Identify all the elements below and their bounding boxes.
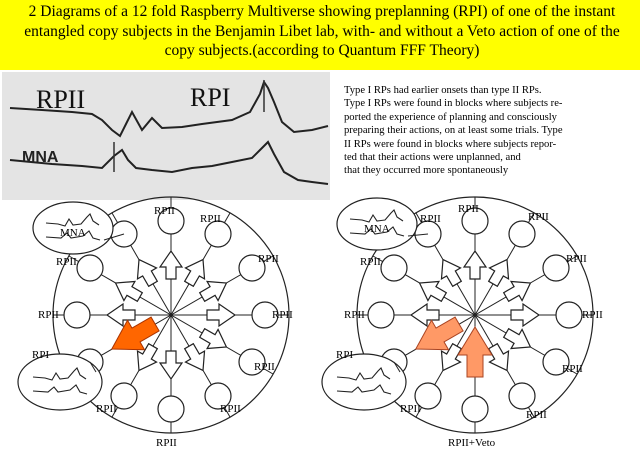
inset-bottom-left xyxy=(17,353,103,411)
label-rpii-2oclock: RPII xyxy=(258,253,279,265)
inset-mna-label: MNA xyxy=(60,227,86,239)
label-rpii-top: RPII xyxy=(154,205,175,217)
label-rpii-veto: RPII+Veto xyxy=(448,437,496,449)
active-arrow-rpi xyxy=(414,316,464,351)
label-rpii-5oclock: RPII xyxy=(526,409,547,421)
spokes xyxy=(53,197,289,433)
hollow-arrows xyxy=(409,249,541,372)
label-rpi: RPI xyxy=(32,349,49,361)
diagram-right: MNA RPII RPII RPII RPII RPII RPII RPII R… xyxy=(321,196,603,449)
label-rpii-4oclock: RPII xyxy=(254,361,275,373)
label-rpii-7oclock: RPII xyxy=(96,403,117,415)
veto-arrow xyxy=(457,326,493,378)
desc-line: Type I RPs had earlier onsets than type … xyxy=(344,85,542,96)
label-rpii-11oclock: RPII xyxy=(420,213,441,225)
label-rpii-10oclock: RPII xyxy=(56,256,77,268)
inset-mna-label: MNA xyxy=(364,223,390,235)
desc-line: ted that their actions were unplanned, a… xyxy=(344,152,521,164)
photo-label-rpi: RPI xyxy=(190,83,230,112)
label-rpii-3oclock: RPII xyxy=(272,309,293,321)
header-title: 2 Diagrams of a 12 fold Raspberry Multiv… xyxy=(24,3,620,59)
desc-line: that they occurred more spontaneously xyxy=(344,165,509,177)
label-rpii-10oclock: RPII xyxy=(360,256,381,268)
description-text: Type I RPs had earlier onsets than type … xyxy=(344,84,636,178)
desc-line: ported the experience of planning and co… xyxy=(344,111,557,123)
label-rpii-2oclock: RPII xyxy=(566,253,587,265)
eeg-trace-photo: RPII RPI MNA xyxy=(2,72,330,200)
desc-line: II RPs were found in blocks where subjec… xyxy=(344,138,557,150)
label-rpii-bottom: RPII xyxy=(156,437,177,449)
label-rpii-4oclock: RPII xyxy=(562,363,583,375)
inset-top-left xyxy=(32,201,114,255)
label-rpii-3oclock: RPII xyxy=(582,309,603,321)
label-rpii-top: RPII xyxy=(458,203,479,215)
inset-bottom-right-diagram xyxy=(321,353,407,411)
label-rpii-1oclock: RPII xyxy=(200,213,221,225)
label-rpii-7oclock: RPII xyxy=(400,403,421,415)
inset-top-right-diagram xyxy=(336,197,418,251)
spokes xyxy=(357,197,593,433)
header-banner: 2 Diagrams of a 12 fold Raspberry Multiv… xyxy=(0,0,640,70)
label-rpii-9oclock: RPII xyxy=(38,309,59,321)
desc-line: preparing their actions, on at least som… xyxy=(344,125,563,137)
photo-label-mna: MNA xyxy=(22,149,59,166)
desc-line: Type I RPs were found in blocks where su… xyxy=(344,98,563,110)
active-arrow-rpi xyxy=(110,316,160,351)
eeg-trace-drawing: RPII RPI MNA xyxy=(2,72,330,200)
label-rpii-9oclock: RPII xyxy=(344,309,365,321)
label-rpi: RPI xyxy=(336,349,353,361)
hollow-arrows xyxy=(105,249,237,381)
photo-label-rpii: RPII xyxy=(36,85,85,114)
diagram-left: MNA RPII RPII RPII RPII RPII RPII RPII R… xyxy=(17,196,293,449)
label-rpii-5oclock: RPII xyxy=(220,403,241,415)
label-rpii-1oclock: RPII xyxy=(528,211,549,223)
